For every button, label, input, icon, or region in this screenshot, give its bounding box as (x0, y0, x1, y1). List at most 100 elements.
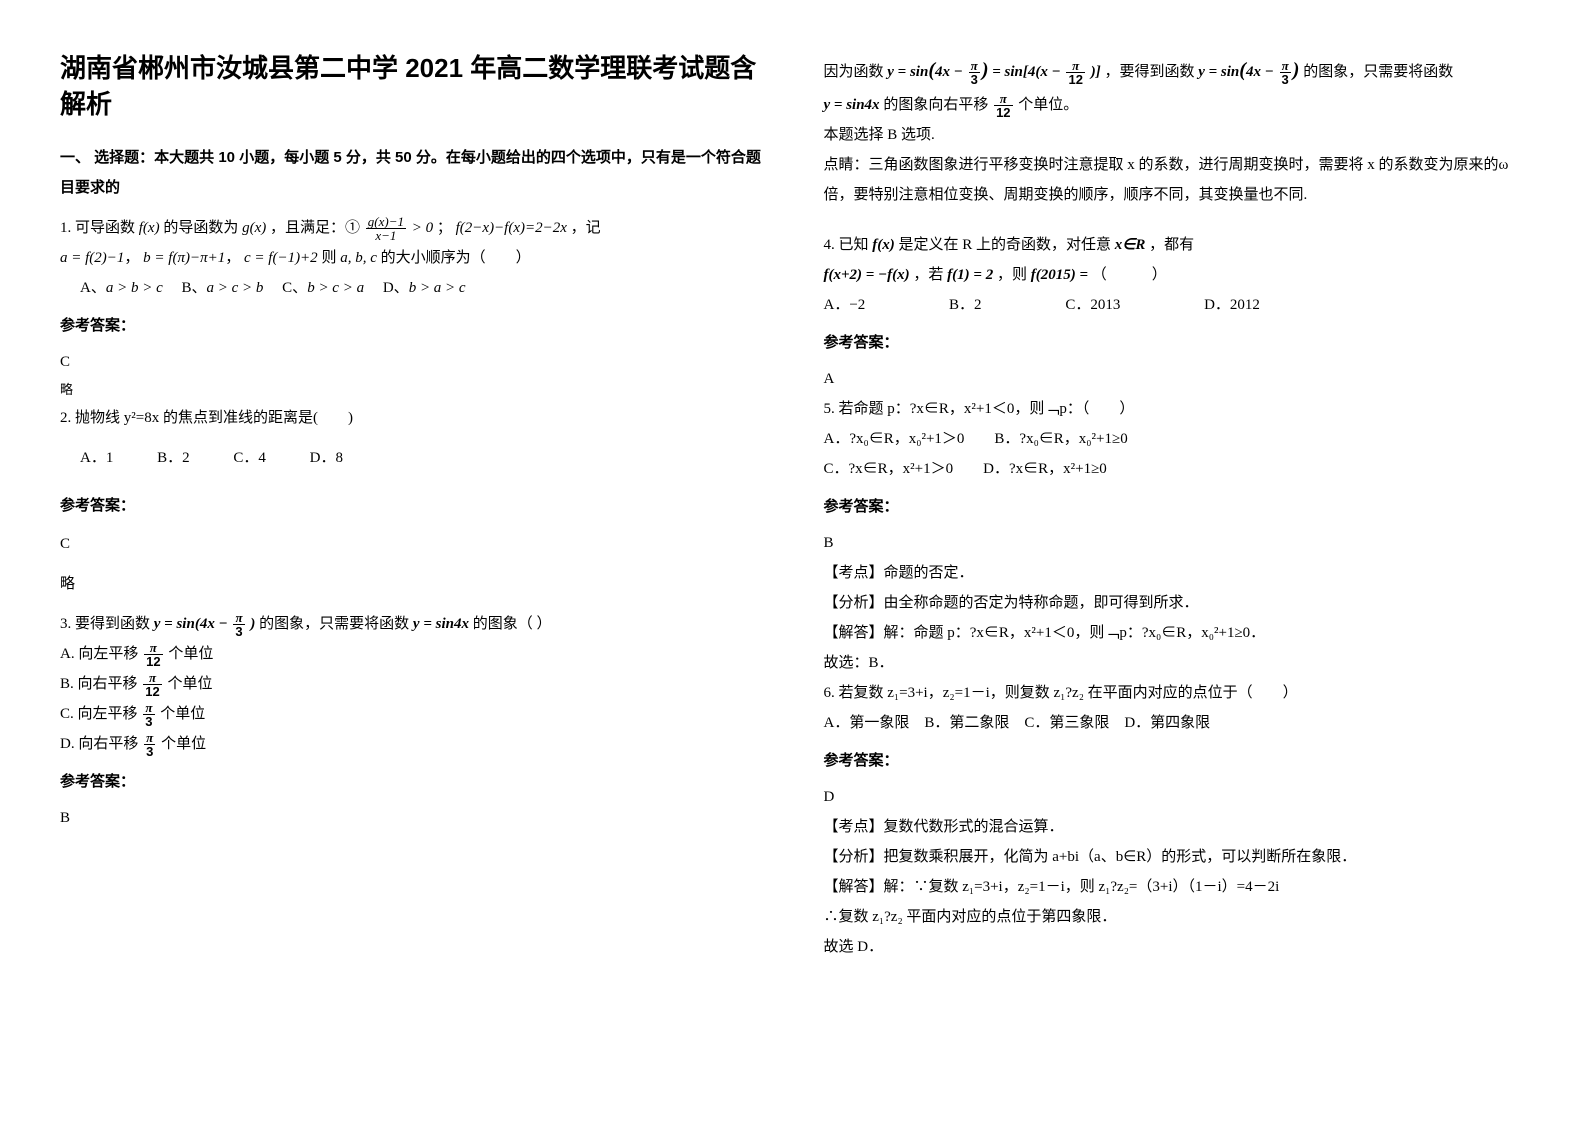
q3-answer: B (60, 803, 764, 833)
q1-gt: > 0 (412, 220, 433, 236)
q1-text-2: 的导函数为 (163, 220, 238, 236)
q1-optD-p: D、 (383, 280, 409, 296)
q4-l2f: （ ） (1092, 267, 1167, 283)
r-l1c: 的图象，只需要将函数 (1303, 64, 1453, 80)
q1-frac-num: g(x)−1 (366, 215, 406, 229)
q1-optA-p: A、 (80, 280, 106, 296)
q5-jd: 【解答】解：命题 p：?x∈R，x²+1＜0，则﹁p：?x₀∈R，x₀²+1≥0… (824, 618, 1528, 648)
r-f1-n2: π (1066, 59, 1084, 73)
r-f1-n1: π (969, 59, 980, 73)
q3-fn2: y = sin4x (413, 616, 469, 632)
q3-optC-b: 个单位 (160, 706, 205, 722)
q4-ans-label: 参考答案： (824, 328, 1528, 358)
q6-opts: A．第一象限 B．第二象限 C．第三象限 D．第四象限 (824, 708, 1528, 738)
q3-optA-b: 个单位 (168, 646, 213, 662)
q1-answer: C (60, 347, 764, 377)
q1-c: c = f(−1)+2 (244, 250, 318, 266)
r-f1-frac2: π12 (1066, 59, 1084, 86)
q4-optD: D．2012 (1204, 297, 1260, 313)
q3-optA-a: A. 向左平移 (60, 646, 138, 662)
r-l1a: 因为函数 (824, 64, 884, 80)
q5-answer: B (824, 528, 1528, 558)
r-f1e: )] (1091, 64, 1101, 80)
r-l2-fn: y = sin4x (824, 97, 880, 113)
q1-text-5: ，记 (571, 220, 601, 236)
q2-optD: D．8 (310, 450, 343, 466)
q1-optB-p: B、 (182, 280, 207, 296)
q4-answer: A (824, 364, 1528, 394)
r-l4: 点睛：三角函数图象进行平移变换时注意提取 x 的系数，进行周期变换时，需要将 x… (824, 150, 1528, 210)
q4-p2: 是定义在 R 上的奇函数，对任意 (899, 237, 1112, 253)
q3C-num: π (143, 701, 154, 715)
q3-p1: 3. 要得到函数 (60, 616, 150, 632)
q3B-num: π (143, 671, 161, 685)
q2-optC: C．4 (233, 450, 266, 466)
q1-b: b = f(π)−π+1 (143, 250, 225, 266)
r-l2-d: 12 (994, 106, 1012, 119)
q1-optC: b > c > a (307, 280, 364, 296)
q2-answer: C (60, 529, 764, 559)
q4-fx: f(x) (872, 237, 895, 253)
q1-text-3: ，且满足：① (270, 220, 360, 236)
q3-optB-a: B. 向右平移 (60, 676, 138, 692)
q3A-num: π (144, 641, 162, 655)
q1-optB: a > c > b (207, 280, 264, 296)
q4-l2b: ，若 (913, 267, 943, 283)
r-l2-frac: π12 (994, 92, 1012, 119)
q1-fraction: g(x)−1 x−1 (366, 215, 406, 242)
q3-pi3-den: 3 (233, 625, 244, 638)
page: 湖南省郴州市汝城县第二中学 2021 年高二数学理联考试题含解析 一、 选择题：… (0, 0, 1587, 1122)
r-l1b: ，要得到函数 (1104, 64, 1194, 80)
q1-explain: 略 (60, 377, 764, 403)
r-f2a: y = sin (1198, 64, 1239, 80)
q3-optD-b: 个单位 (161, 736, 206, 752)
q3-pi3: π 3 (233, 611, 244, 638)
r-f2-n: π (1280, 59, 1291, 73)
r-l2-n: π (994, 92, 1012, 106)
q2-optB: B．2 (157, 450, 190, 466)
q3-fn1a: y = sin(4x − (154, 616, 228, 632)
q3-fn1b: ) (250, 616, 255, 632)
r-f1-frac1: π3 (969, 59, 980, 86)
q6-jd: 【解答】解：∵复数 z₁=3+i，z₂=1－i，则 z₁?z₂=（3+i）（1－… (824, 872, 1528, 902)
q6-kd: 【考点】复数代数形式的混合运算． (824, 812, 1528, 842)
r-explain-l2: y = sin4x 的图象向右平移 π12 个单位。 (824, 90, 1528, 120)
q3A-den: 12 (144, 655, 162, 668)
q2-optA: A．1 (80, 450, 113, 466)
q6-fx: 【分析】把复数乘积展开，化简为 a+bi（a、b∈R）的形式，可以判断所在象限． (824, 842, 1528, 872)
q1-text-1: 1. 可导函数 (60, 220, 135, 236)
q5-fx: 【分析】由全称命题的否定为特称命题，即可得到所求． (824, 588, 1528, 618)
q3-optB-frac: π 12 (143, 671, 161, 698)
q3-optB-b: 个单位 (167, 676, 212, 692)
r-f1-d1: 3 (969, 73, 980, 86)
q1-fx: f(x) (139, 220, 160, 236)
q4-optC: C．2013 (1065, 297, 1120, 313)
q1-options: A、a > b > c B、a > c > b C、b > c > a D、b … (60, 273, 764, 303)
q5-gx: 故选：B． (824, 648, 1528, 678)
q4-p3: ，都有 (1149, 237, 1194, 253)
q3-optA: A. 向左平移 π 12 个单位 (60, 639, 764, 669)
q3-p3: 的图象（ ） (473, 616, 552, 632)
r-f1d: = sin[4(x − (992, 64, 1060, 80)
q1-frac-den: x−1 (366, 229, 406, 242)
q4-optB: B．2 (949, 297, 982, 313)
q1-line2: a = f(2)−1， b = f(π)−π+1， c = f(−1)+2 则 … (60, 243, 764, 273)
q2-text: 2. 抛物线 y²=8x 的焦点到准线的距离是( ) (60, 403, 764, 433)
q1-optA: a > b > c (106, 280, 163, 296)
q4-p1: 4. 已知 (824, 237, 869, 253)
q1-optD: b > a > c (409, 280, 466, 296)
r-l2a: 的图象向右平移 (883, 97, 988, 113)
q4-options: A．−2 B．2 C．2013 D．2012 (824, 290, 1528, 320)
q3-optB: B. 向右平移 π 12 个单位 (60, 669, 764, 699)
q3B-den: 12 (143, 685, 161, 698)
q5-kd: 【考点】命题的否定． (824, 558, 1528, 588)
q5-text: 5. 若命题 p：?x∈R，x²+1＜0，则﹁p：（ ） (824, 394, 1528, 424)
q4-line1: 4. 已知 f(x) 是定义在 R 上的奇函数，对任意 x∈R ，都有 (824, 230, 1528, 260)
q3-optD: D. 向右平移 π 3 个单位 (60, 729, 764, 759)
q3-p2: 的图象，只需要将函数 (259, 616, 409, 632)
r-f2-frac: π3 (1280, 59, 1291, 86)
left-column: 湖南省郴州市汝城县第二中学 2021 年高二数学理联考试题含解析 一、 选择题：… (60, 50, 794, 1092)
q1-a: a = f(2)−1 (60, 250, 124, 266)
q3-optC: C. 向左平移 π 3 个单位 (60, 699, 764, 729)
r-l2b: 个单位。 (1018, 97, 1078, 113)
